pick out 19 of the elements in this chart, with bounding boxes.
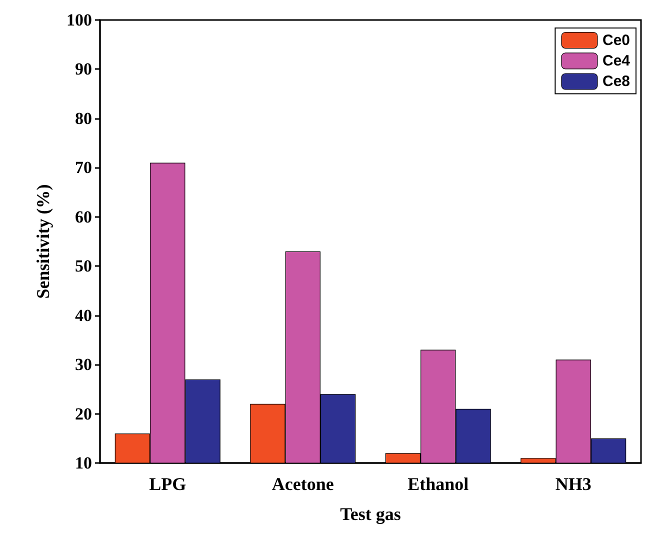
- y-tick-label: 80: [75, 108, 92, 128]
- y-tick-label: 60: [75, 207, 92, 226]
- y-tick-label: 30: [75, 355, 92, 374]
- y-tick-label: 10: [75, 454, 92, 472]
- legend-label: Ce4: [602, 52, 631, 70]
- x-tick-label: LPG: [149, 474, 186, 494]
- y-tick-label: 90: [75, 60, 92, 79]
- y-tick-label: 20: [75, 404, 92, 424]
- y-tick-label: 50: [75, 256, 92, 276]
- y-tick-label: 100: [66, 10, 92, 30]
- legend-label: Ce8: [602, 73, 630, 90]
- x-axis-title: Test gas: [340, 504, 401, 524]
- x-tick-label: Ethanol: [408, 474, 469, 494]
- y-tick-label: 40: [75, 306, 92, 325]
- x-tick-label: NH3: [555, 474, 592, 494]
- y-axis-title: Sensitivity (%): [33, 184, 53, 299]
- legend-label: Ce0: [602, 32, 630, 49]
- y-tick-label: 70: [75, 158, 92, 178]
- x-tick-label: Acetone: [272, 474, 334, 494]
